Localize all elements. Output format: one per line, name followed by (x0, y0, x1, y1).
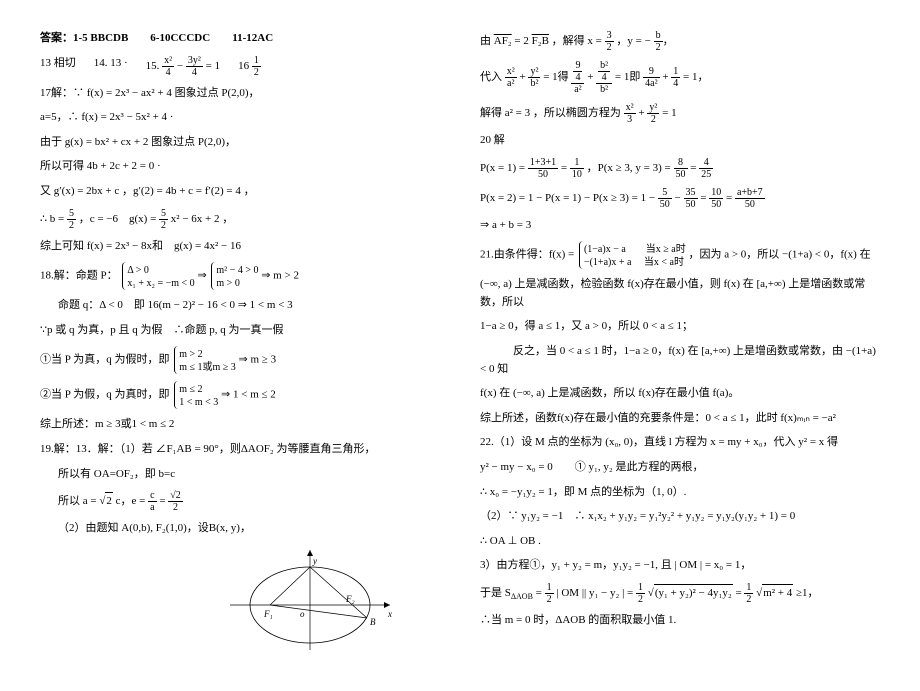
ans-14: 14. 13 · (94, 55, 128, 78)
svg-text:x: x (387, 609, 392, 619)
q22-l1: 22.（1）设 M 点的坐标为 (x₀, 0)，直线 l 方程为 x = my … (480, 434, 880, 452)
ellipse-diagram: y x F₁ F₂ B o (220, 545, 400, 655)
q21-l5: f(x) 在 (−∞, a) 上是减函数，所以 f(x)存在最小值 f(a)。 (480, 385, 880, 403)
q18-l3: ∵p 或 q 为真，p 且 q 为假 ∴命题 p, q 为一真一假 (40, 322, 440, 340)
r-result: 解得 a² = 3 ，所以椭圆方程为 x²3 + y²2 = 1 (480, 102, 880, 125)
q17-l3: 由于 g(x) = bx² + cx + 2 图象过点 P(2,0)， (40, 134, 440, 152)
q21-l6: 综上所述，函数f(x)存在最小值的充要条件是：0 < a ≤ 1，此时 f(x)… (480, 410, 880, 428)
q18-l1: 18.解：命题 P： Δ > 0x₁ + x₂ = −m < 0 ⇒ m² − … (40, 262, 440, 290)
left-column: 答案：1-5 BBCDB 6-10CCCDC 11-12AC 13 相切 14.… (40, 30, 440, 661)
q22-l8: ∴当 m = 0 时，ΔAOB 的面积取最小值 1. (480, 612, 880, 630)
svg-text:F₂: F₂ (345, 594, 355, 604)
ans-16: 16 12 (238, 55, 261, 78)
q19-l4: （2）由题知 A(0,b), F₂(1,0)，设B(x, y)， (40, 520, 440, 538)
q19-l3: 所以 a = √2 c，e = ca = √22 (40, 490, 440, 513)
q17-l4: 所以可得 4b + 2c + 2 = 0 · (40, 158, 440, 176)
q17-l2: a=5，∴ f(x) = 2x³ − 5x² + 4 · (40, 109, 440, 127)
q22-l3: ∴ x₀ = −y₁y₂ = 1，即 M 点的坐标为（1, 0）. (480, 484, 880, 502)
q17-l5: 又 gʹ(x) = 2bx + c ，gʹ(2) = 4b + c = fʹ(2… (40, 183, 440, 201)
p2: P(x = 2) = 1 − P(x = 1) − P(x ≥ 3) = 1 −… (480, 187, 880, 210)
q21-l1: 21.由条件得：f(x) = (1−a)x − a 当x ≥ a时−(1+a)x… (480, 241, 880, 269)
q19-l2: 所以有 OA=OF₂，即 b=c (40, 466, 440, 484)
svg-text:F₁: F₁ (263, 609, 273, 619)
p3: ⇒ a + b = 3 (480, 217, 880, 235)
ans-13: 13 相切 (40, 55, 76, 78)
q18-l2: 命题 q：Δ < 0 即 16(m − 2)² − 16 < 0 ⇒ 1 < m… (40, 297, 440, 315)
q22-l5: ∴ OA ⊥ OB . (480, 533, 880, 551)
row-13-16: 13 相切 14. 13 · 15. x²4 − 3y²4 = 1 16 12 (40, 55, 440, 78)
ans-15: 15. x²4 − 3y²4 = 1 (146, 55, 220, 78)
page-columns: 答案：1-5 BBCDB 6-10CCCDC 11-12AC 13 相切 14.… (40, 30, 880, 661)
q22-l7: 于是 SΔAOB = 12 | OM || y₁ − y₂ | = 12 √(y… (480, 582, 880, 605)
q17-l7: 综上可知 f(x) = 2x³ − 8x和 g(x) = 4x² − 16 (40, 238, 440, 256)
q21-l3: 1−a ≥ 0，得 a ≤ 1，又 a > 0，所以 0 < a ≤ 1； (480, 318, 880, 336)
svg-text:o: o (300, 609, 305, 619)
q17-l6: ∴ b = 52 ，c = −6 g(x) = 52 x² − 6x + 2 ， (40, 208, 440, 231)
q17-l1: 17解：∵ f(x) = 2x³ − ax² + 4 图象过点 P(2,0)， (40, 85, 440, 103)
answers-header: 答案：1-5 BBCDB 6-10CCCDC 11-12AC (40, 30, 440, 48)
q20: 20 解 (480, 132, 880, 150)
q22-l6: 3）由方程①，y₁ + y₂ = m，y₁y₂ = −1, 且 | OM | =… (480, 557, 880, 575)
q18-l6: 综上所述：m ≥ 3或1 < m ≤ 2 (40, 416, 440, 434)
q19-l1: 19.解：13．解：（1）若 ∠F₁AB = 90°，则ΔAOF₂ 为等腰直角三… (40, 441, 440, 459)
p1: P(x = 1) = 1+3+150 = 110 ，P(x ≥ 3, y = 3… (480, 157, 880, 180)
q18-l5: ②当 P 为假，q 为真时，即 m ≤ 21 < m < 3 ⇒ 1 < m ≤… (40, 381, 440, 409)
r-sub: 代入 x²a² + y²b² = 1得 94 a² + b²4 b² = 1即 … (480, 60, 880, 95)
q18-l4: ①当 P 为真，q 为假时，即 m > 2m ≤ 1或m ≥ 3 ⇒ m ≥ 3 (40, 346, 440, 374)
q22-l4: （2）∵ y₁y₂ = −1 ∴ x₁x₂ + y₁y₂ = y₁²y₂² + … (480, 508, 880, 526)
svg-text:B: B (370, 617, 376, 627)
r-top: 由 AF₂ = 2 F₂B ，解得 x = 32 ，y = − b2， (480, 30, 880, 53)
svg-text:y: y (312, 556, 317, 566)
q22-l2: y² − my − x₀ = 0 ① y₁, y₂ 是此方程的两根， (480, 459, 880, 477)
right-column: 由 AF₂ = 2 F₂B ，解得 x = 32 ，y = − b2， 代入 x… (480, 30, 880, 661)
q21-l4: 反之，当 0 < a ≤ 1 时，1−a ≥ 0，f(x) 在 [a,+∞) 上… (480, 343, 880, 378)
q21-l2: (−∞, a) 上是减函数，检验函数 f(x)存在最小值，则 f(x) 在 [a… (480, 276, 880, 311)
